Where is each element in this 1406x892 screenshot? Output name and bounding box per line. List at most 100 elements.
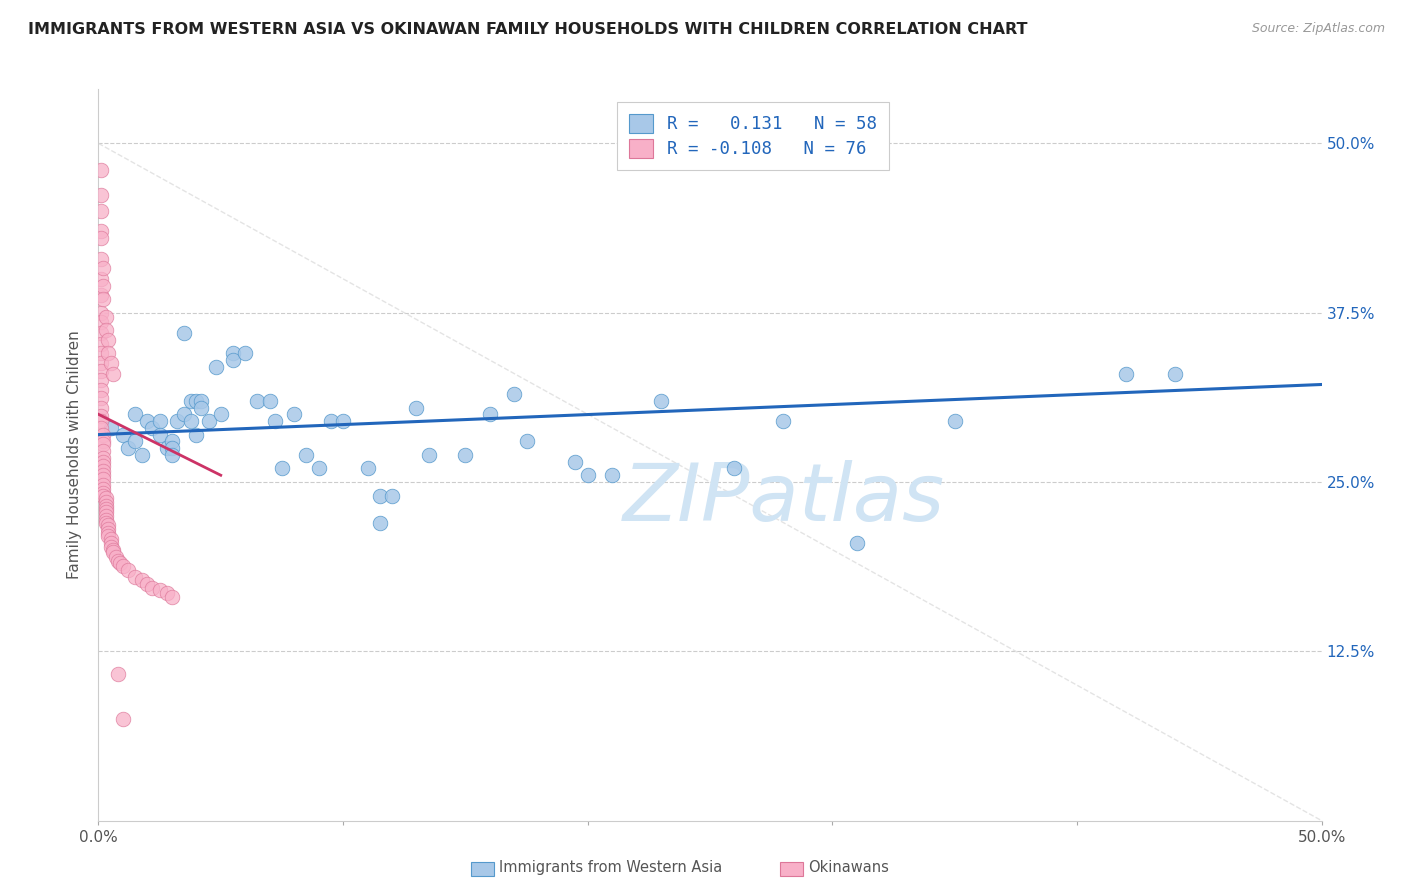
Point — [503, 387, 526, 401]
Point — [381, 489, 404, 503]
Point — [356, 461, 378, 475]
Point — [180, 393, 202, 408]
Point — [90, 272, 112, 286]
Point — [104, 549, 127, 564]
Point — [91, 443, 114, 458]
Point — [90, 383, 112, 397]
Point — [91, 278, 114, 293]
Point — [90, 401, 112, 415]
Point — [91, 458, 114, 473]
Point — [117, 563, 139, 577]
Point — [107, 667, 129, 681]
Point — [233, 346, 256, 360]
Point — [180, 414, 202, 428]
Point — [91, 455, 114, 469]
Point — [117, 441, 139, 455]
Point — [173, 326, 195, 340]
Point — [205, 359, 228, 374]
Point — [97, 523, 120, 537]
Y-axis label: Family Households with Children: Family Households with Children — [67, 331, 83, 579]
Point — [141, 581, 163, 595]
Point — [91, 292, 114, 306]
Point — [141, 421, 163, 435]
Point — [90, 288, 112, 302]
Point — [101, 367, 124, 381]
Point — [101, 542, 124, 557]
Text: Source: ZipAtlas.com: Source: ZipAtlas.com — [1251, 22, 1385, 36]
Point — [90, 364, 112, 378]
Point — [263, 414, 285, 428]
Point — [368, 489, 391, 503]
Point — [107, 553, 129, 567]
Point — [91, 437, 114, 451]
Point — [91, 472, 114, 486]
Point — [97, 529, 120, 543]
Point — [101, 545, 124, 559]
Point — [156, 586, 179, 600]
Point — [91, 450, 114, 465]
Point — [454, 448, 477, 462]
Point — [94, 505, 117, 519]
Point — [90, 346, 112, 360]
Point — [405, 401, 427, 415]
Legend: R =   0.131   N = 58, R = -0.108   N = 76: R = 0.131 N = 58, R = -0.108 N = 76 — [617, 102, 889, 170]
Point — [1115, 367, 1137, 381]
Point — [91, 486, 114, 500]
Point — [190, 401, 212, 415]
Point — [131, 448, 153, 462]
Point — [166, 414, 188, 428]
Point — [100, 532, 122, 546]
Point — [97, 333, 120, 347]
Point — [197, 414, 219, 428]
Text: IMMIGRANTS FROM WESTERN ASIA VS OKINAWAN FAMILY HOUSEHOLDS WITH CHILDREN CORRELA: IMMIGRANTS FROM WESTERN ASIA VS OKINAWAN… — [28, 22, 1028, 37]
Point — [576, 468, 599, 483]
Point — [564, 455, 586, 469]
Point — [90, 373, 112, 387]
Point — [90, 306, 112, 320]
Point — [94, 502, 117, 516]
Point — [943, 414, 966, 428]
Point — [100, 536, 122, 550]
Point — [149, 414, 172, 428]
Point — [90, 224, 112, 238]
Point — [186, 393, 208, 408]
Point — [94, 513, 117, 527]
Point — [90, 315, 112, 329]
Point — [160, 434, 183, 449]
Point — [90, 409, 112, 423]
Point — [160, 441, 183, 455]
Point — [515, 434, 537, 449]
Point — [209, 407, 232, 421]
Point — [90, 421, 112, 435]
Point — [90, 231, 112, 245]
Point — [332, 414, 354, 428]
Point — [845, 536, 868, 550]
Point — [319, 414, 342, 428]
Point — [100, 540, 122, 554]
Point — [418, 448, 440, 462]
Point — [94, 495, 117, 509]
Point — [160, 590, 183, 604]
Point — [368, 516, 391, 530]
Point — [94, 310, 117, 324]
Point — [136, 576, 159, 591]
Text: Okinawans: Okinawans — [808, 860, 890, 874]
Point — [295, 448, 318, 462]
Point — [91, 464, 114, 478]
Point — [124, 434, 146, 449]
Point — [90, 204, 112, 219]
Point — [478, 407, 501, 421]
Point — [91, 434, 114, 449]
Point — [91, 477, 114, 491]
Point — [90, 414, 112, 428]
Point — [94, 323, 117, 337]
Point — [149, 427, 172, 442]
Point — [156, 441, 179, 455]
Point — [186, 427, 208, 442]
Point — [90, 326, 112, 340]
Point — [90, 252, 112, 266]
Point — [246, 393, 269, 408]
Point — [131, 573, 153, 587]
Text: ZIPatlas: ZIPatlas — [623, 459, 945, 538]
Point — [1164, 367, 1187, 381]
